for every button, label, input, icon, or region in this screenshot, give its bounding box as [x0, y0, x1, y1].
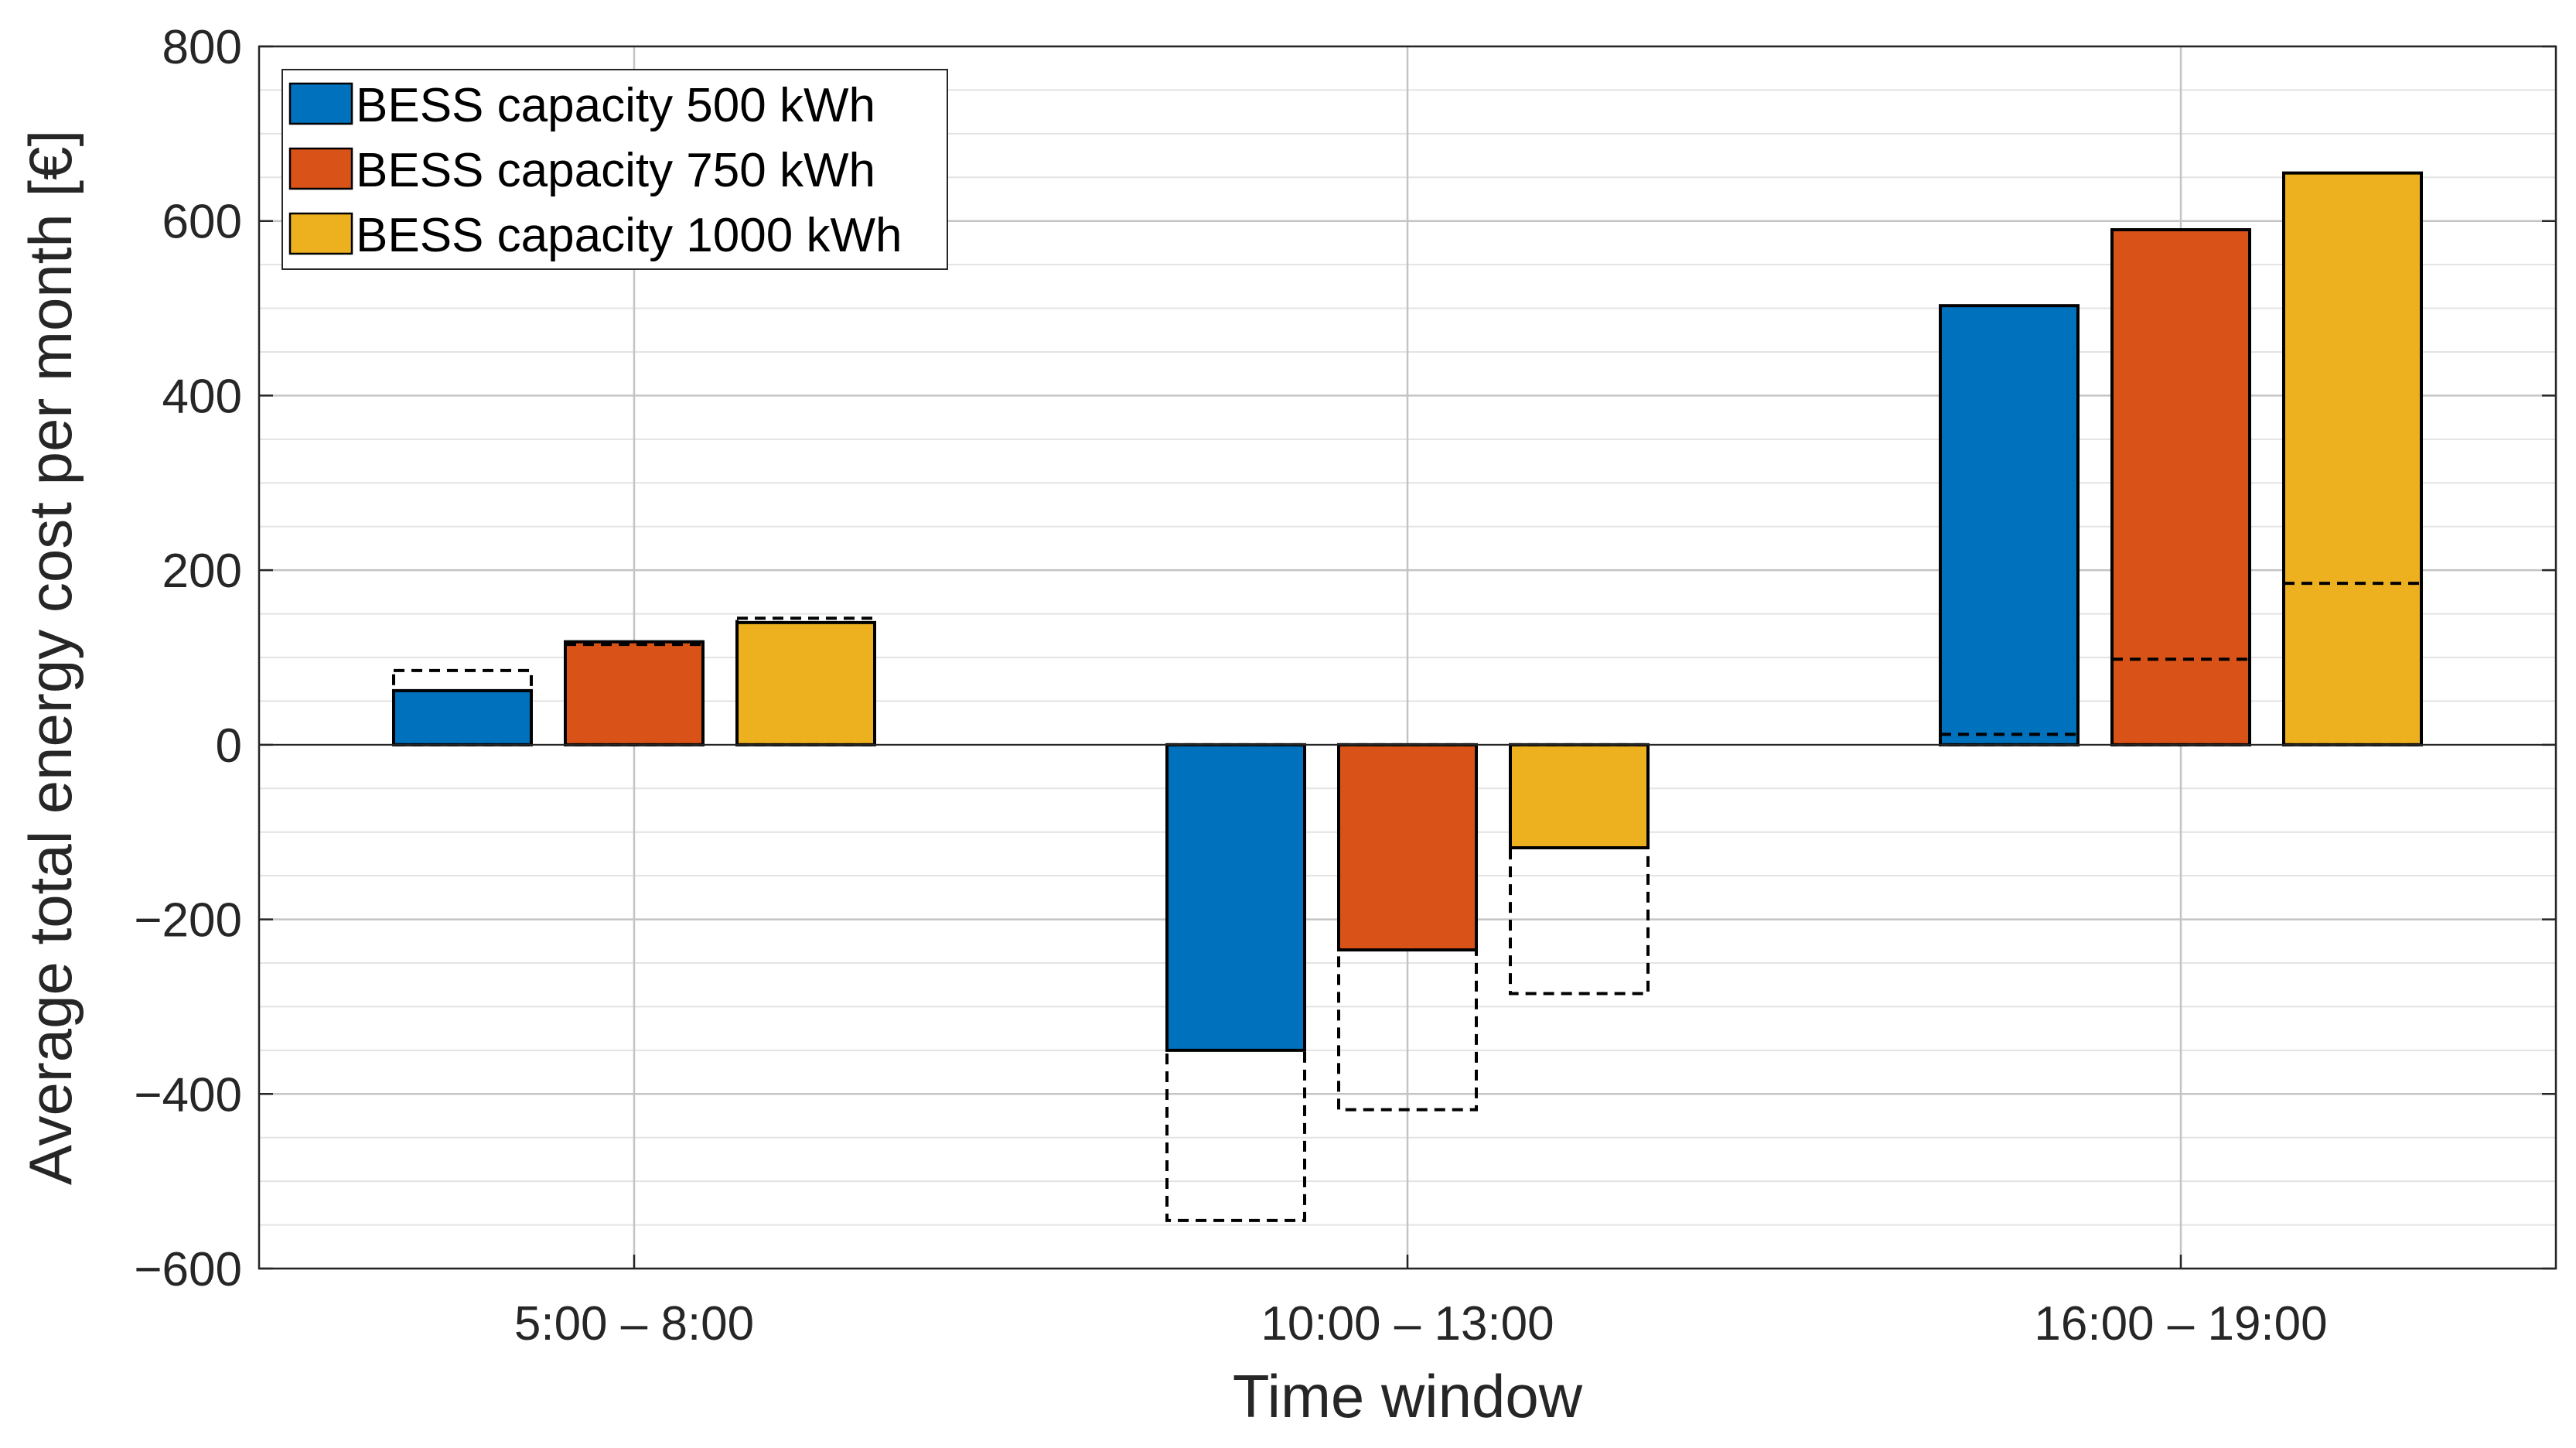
bar-2-1 [564, 640, 705, 746]
y-tick-label: 0 [216, 719, 242, 773]
bar-1-2 [1165, 743, 1306, 1052]
legend-label-750: BESS capacity 750 kWh [356, 144, 875, 197]
y-axis: −600 −400 −200 0 200 400 600 800 [134, 21, 2556, 1296]
x-tick-label: 16:00 – 19:00 [2034, 1297, 2327, 1351]
bar-3-3 [2282, 171, 2423, 746]
y-tick-label: −200 [134, 894, 242, 948]
reference-outline-3-2 [1509, 743, 1650, 996]
reference-outline-3-1 [735, 616, 876, 746]
bars-group [392, 171, 2423, 1052]
legend: BESS capacity 500 kWh BESS capacity 750 … [281, 69, 948, 270]
y-tick-label: −600 [134, 1243, 242, 1296]
x-axis: 5:00 – 8:00 10:00 – 13:00 16:00 – 19:00 [514, 1255, 2328, 1351]
reference-outline-3-3 [2282, 582, 2423, 746]
legend-label-1000: BESS capacity 1000 kWh [356, 209, 902, 262]
legend-swatch-1000 [288, 212, 353, 255]
bar-2-2 [1337, 743, 1478, 952]
x-tick-label: 10:00 – 13:00 [1261, 1297, 1554, 1351]
bar-1-1 [392, 688, 533, 746]
y-tick-label: 800 [162, 21, 242, 74]
legend-box [281, 69, 948, 270]
bar-3-2 [1509, 743, 1650, 850]
bar-1-3 [1939, 304, 2080, 746]
x-axis-title: Time window [1233, 1362, 1583, 1430]
bar-3-1 [735, 620, 876, 746]
y-tick-label: 600 [162, 196, 242, 249]
y-axis-title: Average total energy cost per month [€] [16, 130, 84, 1185]
reference-outline-2-2 [1337, 743, 1478, 1112]
bar-2-3 [2110, 228, 2251, 746]
x-tick-label: 5:00 – 8:00 [514, 1297, 754, 1351]
legend-swatch-500 [288, 82, 353, 125]
legend-swatch-750 [288, 147, 353, 190]
y-tick-label: 400 [162, 370, 242, 423]
reference-outline-1-2 [1165, 743, 1306, 1222]
legend-label-500: BESS capacity 500 kWh [356, 79, 875, 132]
y-tick-label: −400 [134, 1068, 242, 1122]
y-tick-label: 200 [162, 545, 242, 598]
